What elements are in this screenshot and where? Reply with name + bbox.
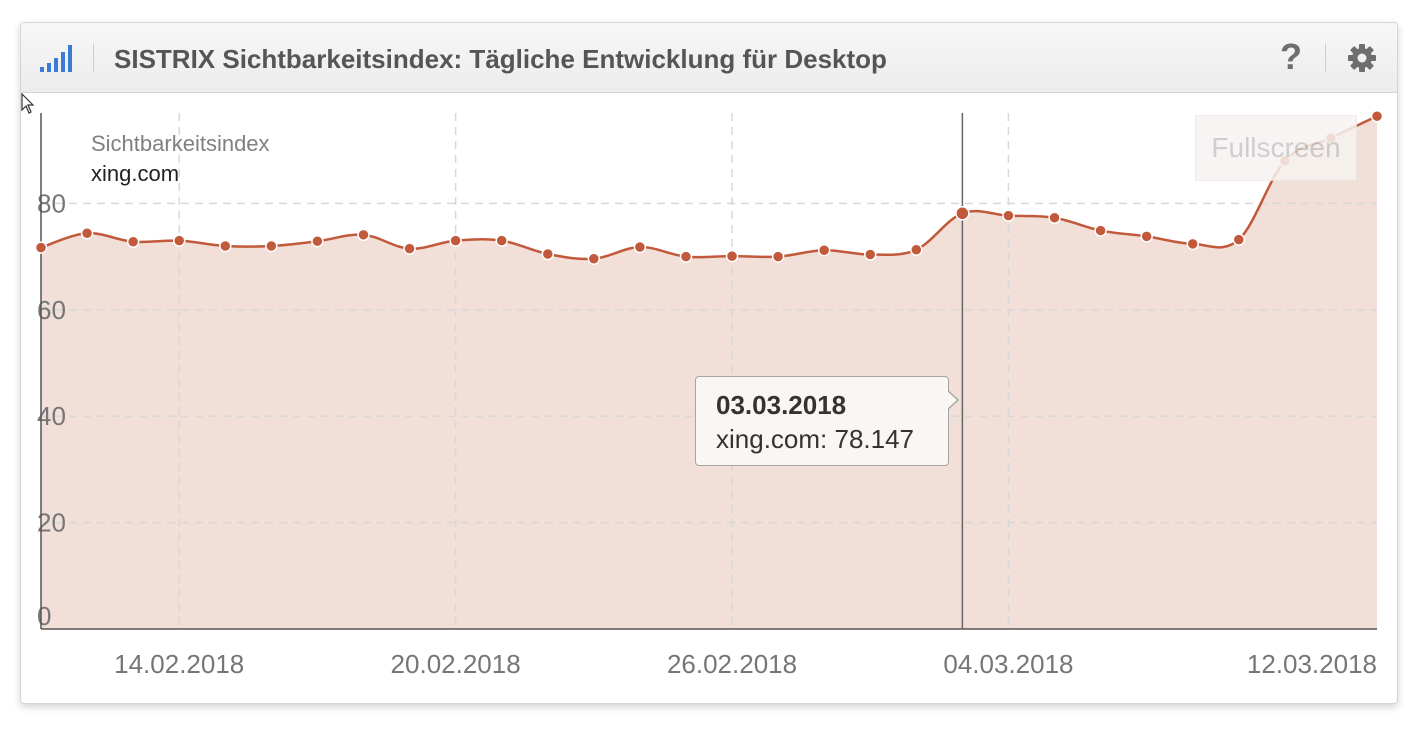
chart-area: 0 20 40 60 80 14.02.2018 20.02.2018 26.02.2018 0… [21,93,1397,703]
tooltip-value: xing.com: 78.147 [716,424,915,454]
x-tick-label: 14.02.2018 [114,649,244,679]
chart-header: SISTRIX Sichtbarkeitsindex: Tägliche Ent… [21,23,1397,93]
series-area [41,116,1377,629]
data-point [910,243,923,256]
y-tick-label: 60 [37,295,66,325]
data-point [679,250,693,263]
data-point [817,243,831,257]
data-point [449,234,462,247]
data-point [1094,224,1107,237]
header-divider-right [1325,43,1326,73]
data-point [126,235,140,248]
data-point [219,239,232,253]
data-point [1186,237,1199,251]
data-point [955,206,970,221]
data-point [1370,109,1384,123]
data-point [80,226,94,240]
data-point [541,247,555,261]
gear-icon[interactable] [1347,43,1377,73]
data-point [311,234,324,248]
data-point [587,252,601,266]
y-tick-label: 80 [37,188,66,218]
tooltip-date: 03.03.2018 [716,390,847,420]
x-tick-label: 26.02.2018 [667,649,797,679]
data-point [495,234,508,247]
data-point [403,242,416,255]
data-point [265,239,278,253]
data-tooltip: 03.03.2018 xing.com: 78.147 [695,376,959,466]
data-point [863,248,877,261]
y-tick-label: 0 [37,601,51,631]
help-icon[interactable]: ? [1280,36,1302,77]
mouse-cursor-icon [21,93,35,114]
data-point [34,241,48,254]
data-point [1002,209,1015,222]
signal-bars-icon [40,45,72,72]
data-point [725,249,739,263]
data-point [633,240,647,254]
x-tick-label: 20.02.2018 [391,649,521,679]
legend-series[interactable]: xing.com [91,161,180,186]
visibility-chart: 0 20 40 60 80 14.02.2018 20.02.2018 26.02.2018 0… [34,109,1384,679]
x-tick-label: 12.03.2018 [1247,649,1377,679]
fullscreen-button[interactable]: Fullscreen [1195,115,1357,181]
data-point [357,228,370,242]
chart-title: SISTRIX Sichtbarkeitsindex: Tägliche Ent… [114,44,887,74]
legend-title: Sichtbarkeitsindex [91,131,270,156]
data-point [771,250,785,263]
data-point [1048,211,1061,225]
data-point [1232,233,1246,246]
y-tick-label: 20 [37,508,66,538]
y-tick-label: 40 [37,401,66,431]
data-point [1140,230,1153,243]
x-tick-label: 04.03.2018 [943,649,1073,679]
header-divider [93,43,94,73]
data-point [172,234,186,247]
chart-card: SISTRIX Sichtbarkeitsindex: Tägliche Ent… [20,22,1398,704]
